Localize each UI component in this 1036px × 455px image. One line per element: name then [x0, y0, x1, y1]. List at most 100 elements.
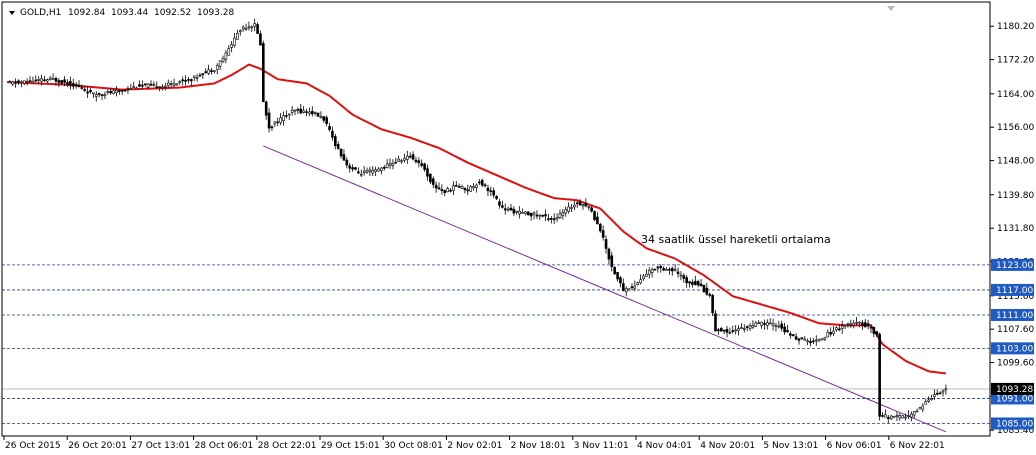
candle-body [803, 338, 807, 341]
chevron-down-icon[interactable] [9, 11, 15, 15]
candle-body [135, 87, 138, 90]
candle-body [129, 88, 133, 91]
candle-body [273, 121, 277, 125]
candle-body [575, 202, 579, 205]
candle-body [846, 323, 850, 326]
candle-body [927, 399, 930, 402]
candle-body [120, 89, 124, 92]
candle-body [933, 394, 936, 397]
ema-annotation: 34 saatlik üssel hareketli ortalama [641, 233, 831, 246]
candle-body [509, 207, 513, 211]
x-tick-label: 29 Oct 15:01 [321, 441, 380, 451]
candle-body [760, 321, 763, 326]
candle-body [855, 321, 858, 324]
y-tick-label: 1115.60 [997, 292, 1034, 302]
candle-body [691, 281, 694, 285]
candle-body [400, 160, 403, 162]
candle-body [486, 187, 490, 192]
x-tick-label: 2 Nov 18:01 [511, 441, 566, 451]
candle-body [647, 270, 651, 275]
candle-body [714, 313, 717, 332]
candle-body [94, 94, 98, 97]
candle-body [866, 323, 870, 326]
candle-body [57, 80, 61, 83]
scroll-arrow-icon[interactable] [887, 6, 895, 11]
candle-body [604, 239, 608, 249]
candle-body [630, 286, 634, 289]
candle-body [653, 268, 657, 271]
candle-body [696, 281, 700, 286]
candle-body [414, 159, 418, 163]
candle-body [757, 322, 760, 325]
candle-body [221, 57, 225, 62]
candle-body [138, 84, 141, 87]
candle-body [751, 325, 755, 328]
candle-body [305, 111, 308, 113]
candle-body [573, 204, 576, 208]
level-price-tag [991, 258, 1034, 271]
candle-body [454, 185, 458, 187]
candle-body [518, 210, 521, 215]
level-price-label: 1085.00 [996, 419, 1033, 429]
candle-body [218, 60, 222, 67]
candle-body [325, 117, 328, 124]
candle-body [293, 109, 297, 112]
candle-body [63, 79, 66, 83]
candle-body [829, 332, 832, 335]
x-tick-label: 2 Nov 02:01 [447, 441, 502, 451]
candle-body [737, 328, 740, 331]
candle-body [374, 169, 377, 172]
y-tick-label: 1164.00 [997, 90, 1034, 100]
candle-body [763, 323, 766, 325]
candle-body [561, 212, 565, 216]
candle-body [359, 173, 363, 176]
level-price-tag [991, 308, 1034, 321]
candle-body [789, 333, 792, 336]
candle-body [642, 275, 645, 280]
candles [8, 18, 948, 424]
candle-body [118, 90, 121, 92]
candle-body [581, 204, 585, 207]
candle-body [598, 223, 602, 232]
current-price-tag [991, 382, 1034, 395]
ohlc-high: 1093.44 [111, 8, 148, 18]
candle-body [308, 111, 311, 114]
candle-body [238, 30, 242, 33]
candle-body [912, 411, 916, 416]
candle-body [51, 78, 55, 80]
candle-body [22, 80, 26, 84]
candle-body [783, 326, 786, 333]
candle-body [820, 338, 824, 341]
candle-body [83, 89, 87, 91]
x-tick-label: 30 Oct 08:01 [384, 441, 443, 451]
candle-body [596, 216, 599, 225]
candle-body [391, 162, 395, 166]
candle-body [722, 329, 726, 332]
candle-body [881, 415, 884, 417]
candle-body [668, 268, 671, 271]
candle-body [901, 415, 904, 419]
x-tick-label: 4 Nov 04:01 [637, 441, 692, 451]
candle-body [907, 415, 910, 417]
candle-body [745, 326, 749, 328]
candle-body [616, 272, 619, 280]
candle-body [224, 52, 228, 60]
candle-body [452, 185, 455, 191]
candle-body [190, 79, 193, 82]
current-price-label: 1093.28 [996, 385, 1033, 395]
candle-body [11, 81, 15, 85]
candle-body [310, 110, 314, 115]
candle-body [941, 390, 945, 393]
candle-body [112, 90, 115, 94]
candle-body [812, 340, 815, 343]
candle-body [904, 416, 907, 419]
x-tick-label: 26 Oct 2015 [5, 441, 61, 451]
candle-body [794, 336, 798, 340]
candle-body [898, 415, 902, 419]
candle-body [889, 415, 893, 420]
candle-body [100, 94, 104, 97]
candle-body [164, 85, 167, 88]
candle-body [878, 333, 881, 417]
